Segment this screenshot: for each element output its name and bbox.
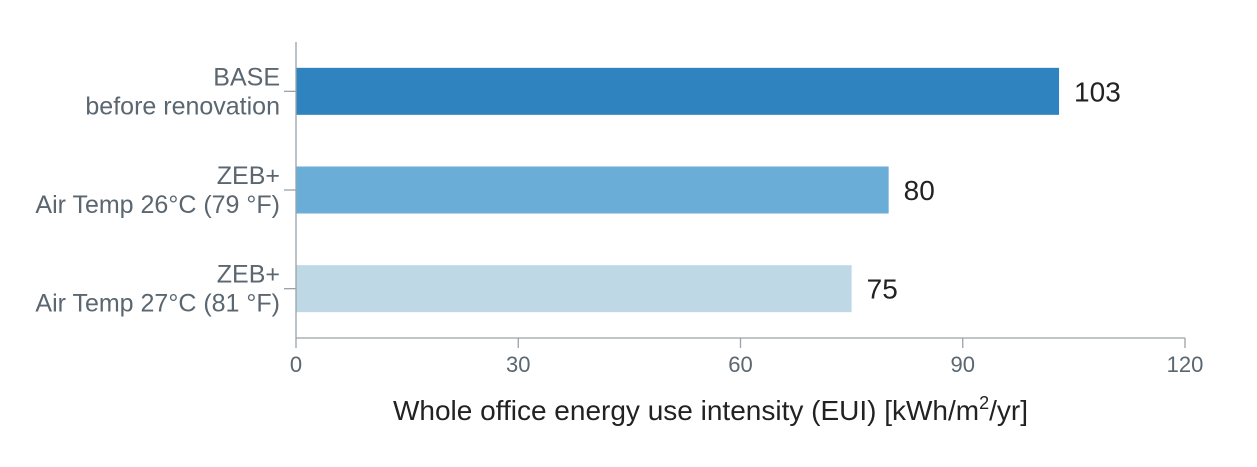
bar-3 bbox=[296, 265, 852, 313]
category-label-line: ZEB+ bbox=[217, 162, 280, 190]
axes-layer bbox=[284, 42, 1186, 348]
x-tick-label: 0 bbox=[290, 352, 302, 377]
x-axis-title-suffix: /yr] bbox=[989, 395, 1028, 426]
value-label: 103 bbox=[1074, 76, 1121, 107]
category-label-line: ZEB+ bbox=[217, 261, 280, 289]
x-tick-label: 30 bbox=[506, 352, 530, 377]
x-axis-title-text: Whole office energy use intensity (EUI) … bbox=[393, 395, 979, 426]
category-label-line: before renovation bbox=[85, 92, 280, 120]
category-label-line: Air Temp 27°C (81 °F) bbox=[35, 290, 280, 318]
category-label-line: Air Temp 26°C (79 °F) bbox=[35, 191, 280, 219]
x-axis-title: Whole office energy use intensity (EUI) … bbox=[393, 393, 1028, 426]
x-tick-label: 60 bbox=[728, 352, 752, 377]
x-axis-title-superscript: 2 bbox=[979, 393, 989, 413]
category-label: ZEB+ Air Temp 27°C (81 °F) bbox=[35, 261, 280, 318]
bars-layer bbox=[296, 67, 1060, 313]
bar-2 bbox=[296, 166, 889, 214]
value-label: 80 bbox=[904, 175, 935, 206]
value-label: 75 bbox=[867, 274, 898, 305]
x-tick-label: 90 bbox=[951, 352, 975, 377]
x-tick-label: 120 bbox=[1167, 352, 1204, 377]
category-label-line: BASE bbox=[213, 63, 280, 91]
bar-1 bbox=[296, 67, 1060, 115]
category-label: ZEB+ Air Temp 26°C (79 °F) bbox=[35, 162, 280, 219]
category-label: BASE before renovation bbox=[85, 63, 280, 120]
